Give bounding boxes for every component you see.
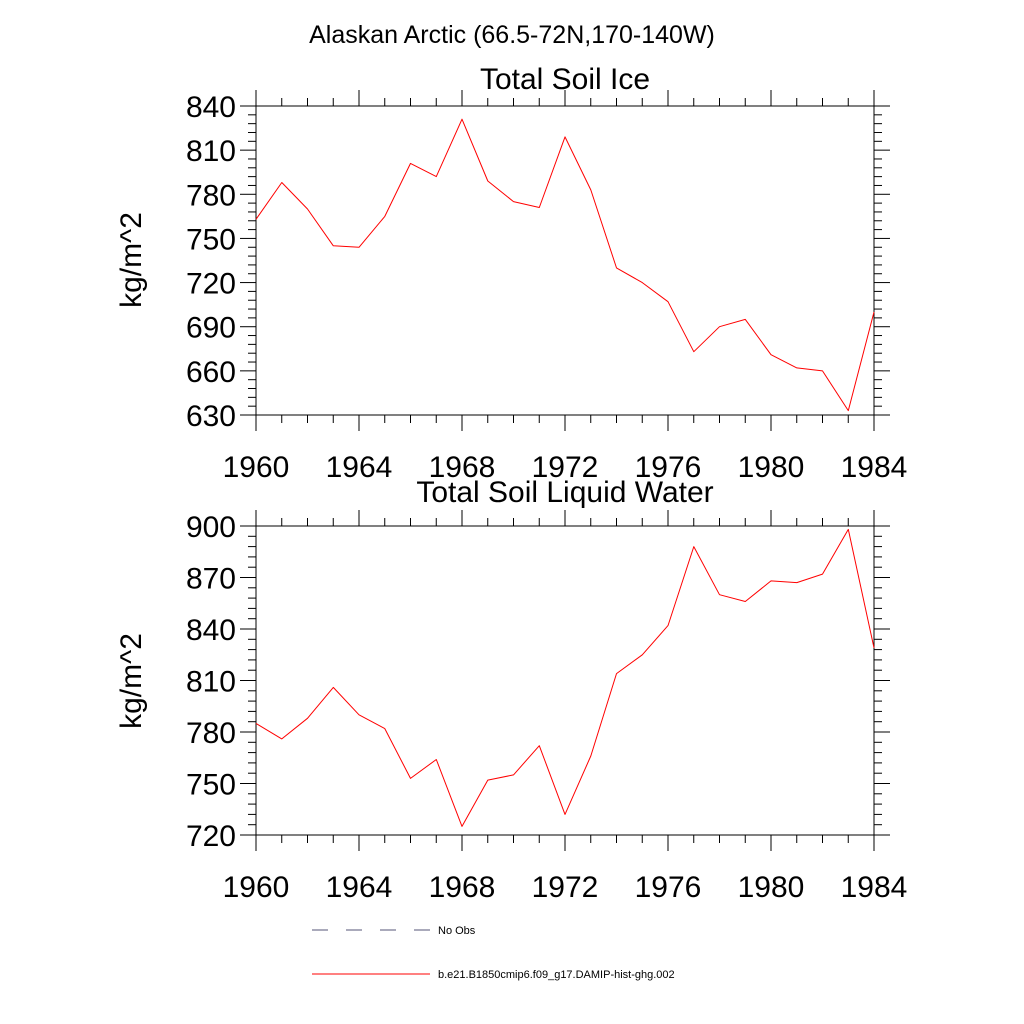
y-tick-label-soil-liquid-water: 720: [186, 820, 236, 853]
x-tick-label-soil-liquid-water: 1960: [223, 871, 290, 904]
y-tick-label-soil-liquid-water: 900: [186, 511, 236, 544]
x-tick-label-soil-liquid-water: 1972: [532, 871, 599, 904]
x-tick-label-soil-liquid-water: 1964: [326, 871, 393, 904]
x-tick-label-soil-liquid-water: 1980: [738, 871, 805, 904]
y-tick-label-soil-liquid-water: 780: [186, 717, 236, 750]
figure-suptitle: Alaskan Arctic (66.5-72N,170-140W): [309, 21, 715, 49]
chart-title-soil-liquid-water: Total Soil Liquid Water: [416, 476, 713, 509]
x-tick-label-soil-ice: 1976: [635, 451, 702, 484]
y-axis-label-soil-liquid-water: kg/m^2: [115, 633, 148, 729]
x-tick-label-soil-ice: 1980: [738, 451, 805, 484]
legend-label-no-obs: No Obs: [438, 925, 476, 937]
series-line-soil-ice-0: [255, 118, 875, 412]
y-tick-label-soil-ice: 720: [186, 268, 236, 301]
legend-label-model: b.e21.B1850cmip6.f09_g17.DAMIP-hist-ghg.…: [438, 969, 675, 981]
chart-panel-soil-ice: Total Soil Ice kg/m^2 1960 1964 1968 1972 19…: [115, 63, 907, 484]
series-line-soil-liquid-water-0: [255, 528, 875, 827]
y-tick-label-soil-ice: 810: [186, 135, 236, 168]
y-tick-label-soil-ice: 780: [186, 179, 236, 212]
chart-panel-soil-liquid-water: Total Soil Liquid Water kg/m^2 1960 1964 1…: [115, 476, 907, 904]
y-tick-label-soil-ice: 630: [186, 400, 236, 433]
x-tick-label-soil-ice: 1984: [841, 451, 908, 484]
plot-frame-soil-liquid-water: [255, 525, 875, 836]
x-tick-label-soil-ice: 1968: [429, 451, 496, 484]
x-tick-label-soil-ice: 1960: [223, 451, 290, 484]
y-axis-label-soil-ice: kg/m^2: [115, 212, 148, 308]
x-tick-label-soil-liquid-water: 1968: [429, 871, 496, 904]
y-tick-label-soil-ice: 840: [186, 91, 236, 124]
y-tick-label-soil-liquid-water: 840: [186, 614, 236, 647]
y-tick-label-soil-ice: 660: [186, 356, 236, 389]
y-tick-label-soil-liquid-water: 810: [186, 666, 236, 699]
y-tick-label-soil-ice: 750: [186, 223, 236, 256]
y-tick-label-soil-ice: 690: [186, 312, 236, 345]
y-tick-label-soil-liquid-water: 750: [186, 769, 236, 802]
x-tick-label-soil-ice: 1972: [532, 451, 599, 484]
y-tick-label-soil-liquid-water: 870: [186, 563, 236, 596]
x-tick-label-soil-liquid-water: 1984: [841, 871, 908, 904]
x-tick-label-soil-liquid-water: 1976: [635, 871, 702, 904]
x-tick-label-soil-ice: 1964: [326, 451, 393, 484]
plot-frame-soil-ice: [255, 105, 875, 416]
legend: No Obs b.e21.B1850cmip6.f09_g17.DAMIP-hi…: [312, 925, 675, 981]
